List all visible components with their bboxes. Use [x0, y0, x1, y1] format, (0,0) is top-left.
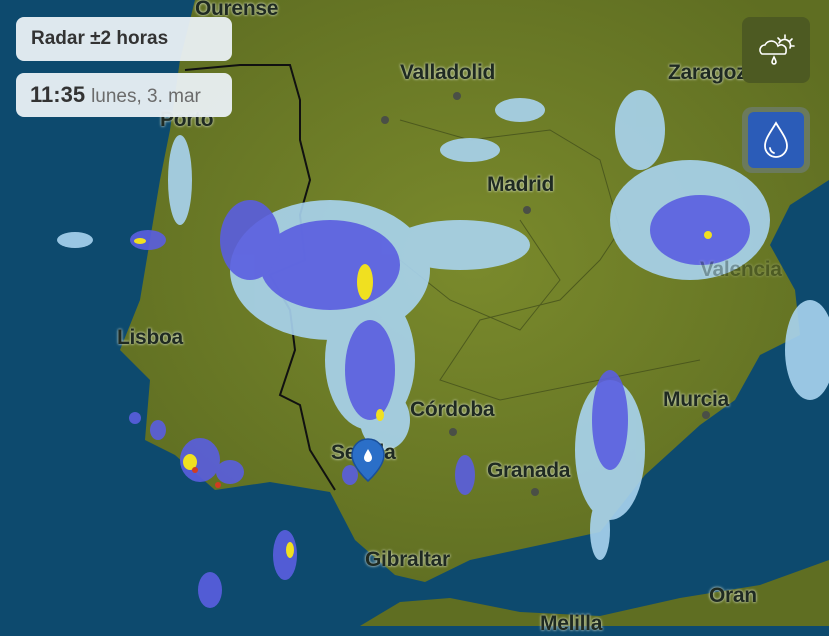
city-dots: [381, 92, 710, 496]
radar-layer-button[interactable]: [748, 112, 804, 168]
city-label-madrid: Madrid: [487, 173, 555, 196]
city-label-zaragoza: Zaragoza: [668, 61, 758, 84]
city-label-lisboa: Lisboa: [117, 326, 183, 349]
radar-title: Radar ±2 horas: [31, 28, 169, 49]
time-card: 11:35 lunes, 3. mar: [16, 73, 232, 117]
radar-precipitation: [57, 90, 829, 608]
radar-layer-button-frame: [742, 107, 810, 173]
city-label-murcia: Murcia: [663, 388, 729, 411]
time-clock: 11:35: [30, 82, 86, 107]
city-label-gibraltar: Gibraltar: [365, 548, 450, 571]
water-drop-icon: [764, 121, 788, 158]
africa-land: [360, 560, 829, 626]
city-label-oran: Oran: [709, 584, 757, 607]
location-marker[interactable]: [350, 437, 386, 490]
city-label-melilla: Melilla: [540, 612, 603, 635]
radar-title-card: Radar ±2 horas: [16, 17, 232, 61]
time-date: lunes, 3. mar: [91, 86, 201, 107]
city-label-valladolid: Valladolid: [400, 61, 496, 84]
city-label-valencia: Valencia: [700, 258, 782, 281]
city-label-ourense: Ourense: [195, 0, 279, 20]
city-label-cordoba: Córdoba: [410, 398, 495, 421]
cloud-sun-rain-icon: [759, 34, 795, 65]
weather-layer-button[interactable]: [742, 17, 810, 83]
region-borders: [399, 119, 701, 401]
city-label-granada: Granada: [487, 459, 571, 482]
